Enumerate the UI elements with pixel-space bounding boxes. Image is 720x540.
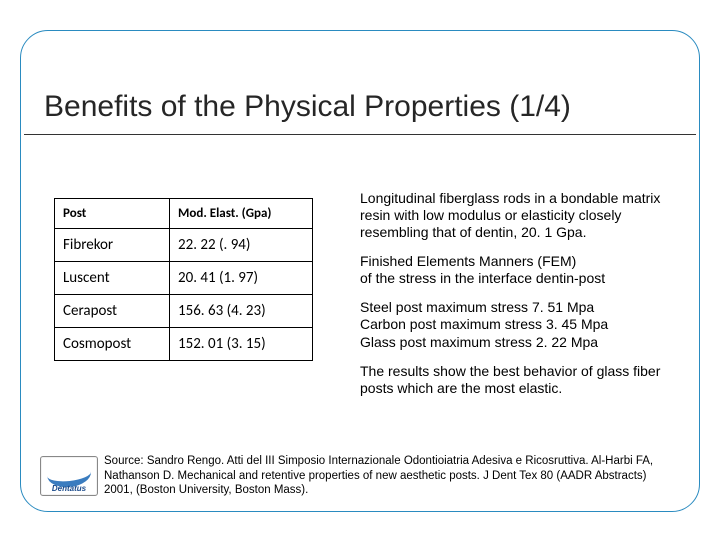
col-modulus: Mod. Elast. (Gpa) — [170, 199, 313, 229]
fem-line2: of the stress in the interface dentin-po… — [360, 270, 605, 286]
table-row: Luscent 20. 41 (1. 97) — [55, 262, 313, 295]
table-row: Cosmopost 152. 01 (3. 15) — [55, 328, 313, 361]
source-citation: Source: Sandro Rengo. Atti del III Simpo… — [104, 454, 664, 498]
cell-post: Cerapost — [55, 295, 170, 328]
page-title: Benefits of the Physical Properties (1/4… — [44, 90, 571, 124]
description-column: Longitudinal fiberglass rods in a bondab… — [360, 190, 690, 409]
table-header-row: Post Mod. Elast. (Gpa) — [55, 199, 313, 229]
cell-value: 152. 01 (3. 15) — [170, 328, 313, 361]
cell-value: 156. 63 (4. 23) — [170, 295, 313, 328]
fem-line1: Finished Elements Manners (FEM) — [360, 253, 576, 269]
dentatus-logo: Dentatus — [40, 456, 98, 496]
stress-steel: Steel post maximum stress 7. 51 Mpa — [360, 299, 594, 315]
para-stresses: Steel post maximum stress 7. 51 Mpa Carb… — [360, 299, 690, 350]
col-post: Post — [55, 199, 170, 229]
cell-value: 20. 41 (1. 97) — [170, 262, 313, 295]
table-row: Fibrekor 22. 22 (. 94) — [55, 229, 313, 262]
title-rule — [24, 134, 696, 135]
cell-post: Luscent — [55, 262, 170, 295]
para-results: The results show the best behavior of gl… — [360, 363, 690, 397]
stress-carbon: Carbon post maximum stress 3. 45 Mpa — [360, 316, 608, 332]
modulus-table: Post Mod. Elast. (Gpa) Fibrekor 22. 22 (… — [54, 198, 313, 361]
cell-post: Cosmopost — [55, 328, 170, 361]
cell-value: 22. 22 (. 94) — [170, 229, 313, 262]
para-intro: Longitudinal fiberglass rods in a bondab… — [360, 190, 690, 241]
cell-post: Fibrekor — [55, 229, 170, 262]
para-fem: Finished Elements Manners (FEM) of the s… — [360, 253, 690, 287]
logo-text: Dentatus — [41, 484, 97, 493]
table-row: Cerapost 156. 63 (4. 23) — [55, 295, 313, 328]
stress-glass: Glass post maximum stress 2. 22 Mpa — [360, 334, 598, 350]
